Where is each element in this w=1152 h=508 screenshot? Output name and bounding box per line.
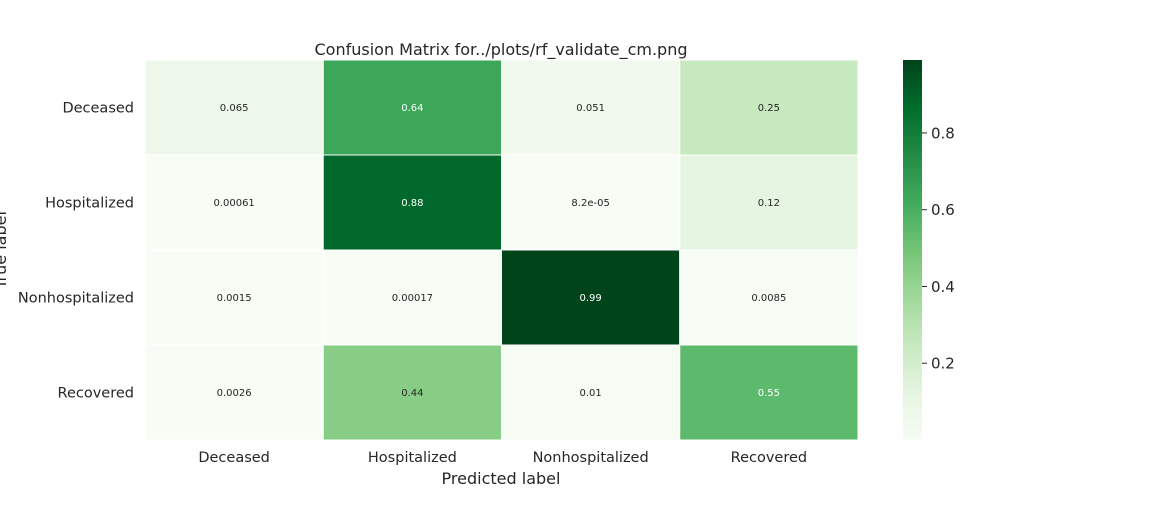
heatmap-cell-label: 0.065 (220, 103, 249, 114)
heatmap-cell-label: 0.051 (576, 103, 605, 114)
heatmap-cell-label: 0.12 (758, 198, 780, 209)
heatmap-cell (322, 249, 502, 346)
y-tick-label: Recovered (58, 386, 134, 402)
heatmap-cell (501, 59, 681, 156)
heatmap-cell-label: 0.0026 (217, 388, 252, 399)
colorbar-tick-label: 0.2 (931, 355, 955, 373)
y-axis-label: True label (0, 211, 10, 290)
heatmap-cell-label: 8.2e-05 (571, 198, 609, 209)
heatmap-cell (322, 154, 502, 251)
heatmap-cell-label: 0.0085 (751, 293, 786, 304)
colorbar-tick-label: 0.6 (931, 201, 955, 219)
heatmap-cell (144, 154, 324, 251)
heatmap-cell (679, 154, 859, 251)
heatmap-cell-label: 0.64 (401, 103, 423, 114)
heatmap-cell-label: 0.99 (579, 293, 601, 304)
x-tick-label: Recovered (731, 450, 807, 466)
heatmap-cell-label: 0.01 (579, 388, 601, 399)
heatmap-cell (144, 59, 324, 156)
y-tick-labels: Deceased Hospitalized Nonhospitalized Recov… (18, 101, 134, 402)
x-tick-label: Hospitalized (368, 450, 457, 466)
heatmap-cell (679, 249, 859, 346)
y-tick-label: Deceased (62, 101, 134, 117)
heatmap-cell-label: 0.00017 (392, 293, 433, 304)
heatmap-cell (501, 344, 681, 441)
colorbar-gradient (903, 60, 922, 440)
heatmap-cell (322, 344, 502, 441)
x-tick-labels: Deceased Hospitalized Nonhospitalized Recov… (198, 450, 807, 466)
x-axis-label: Predicted label (442, 469, 561, 488)
heatmap-cell-label: 0.25 (758, 103, 780, 114)
chart-title: Confusion Matrix for../plots/rf_validate… (315, 40, 688, 60)
heatmap-cells (144, 59, 859, 441)
heatmap-cell (144, 344, 324, 441)
heatmap-cell-label: 0.44 (401, 388, 423, 399)
heatmap-cell-label: 0.00061 (213, 198, 254, 209)
heatmap-cell (679, 344, 859, 441)
y-tick-label: Nonhospitalized (18, 291, 134, 307)
heatmap-cell-label: 0.0015 (217, 293, 252, 304)
y-tick-label: Hospitalized (45, 196, 134, 212)
heatmap-cell (322, 59, 502, 156)
colorbar: 0.2 0.4 0.6 0.8 (903, 60, 955, 440)
heatmap-cell-label: 0.55 (758, 388, 780, 399)
colorbar-tick-label: 0.4 (931, 278, 955, 296)
heatmap-cell (679, 59, 859, 156)
x-tick-label: Nonhospitalized (533, 450, 649, 466)
colorbar-tick-label: 0.8 (931, 124, 955, 142)
heatmap-cell-label: 0.88 (401, 198, 423, 209)
heatmap-cell-labels: 0.065 0.64 0.051 0.25 0.00061 0.88 8.2e-05 0.12… (213, 103, 786, 399)
x-tick-label: Deceased (198, 450, 270, 466)
